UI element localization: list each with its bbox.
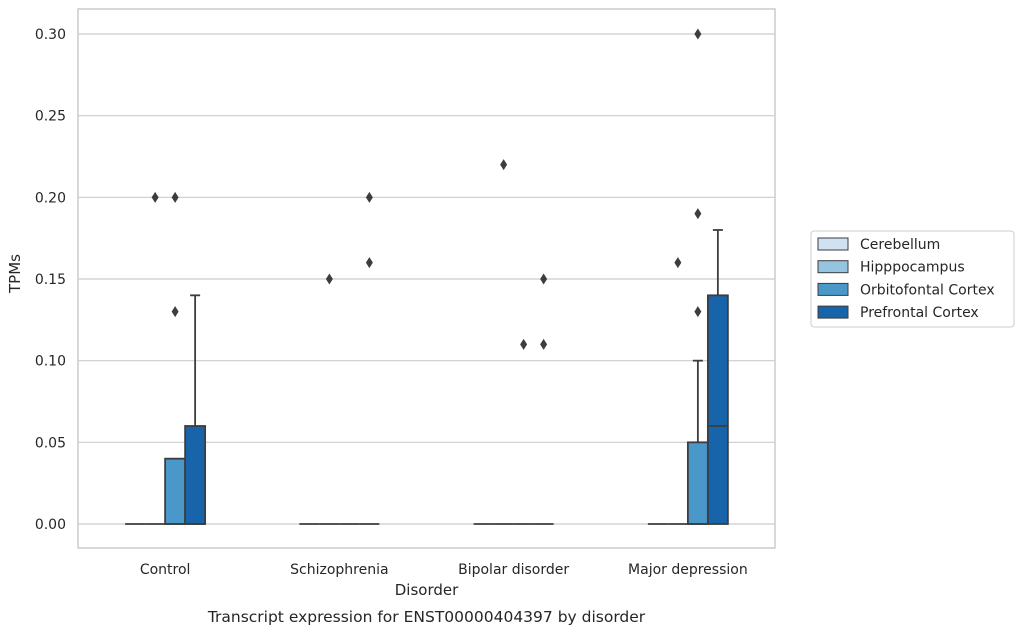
box-group (493, 159, 514, 525)
outlier-point (365, 191, 373, 203)
box-group (533, 273, 554, 525)
box (184, 425, 207, 525)
box (706, 294, 729, 525)
outlier-point (151, 191, 159, 203)
legend-swatch (817, 237, 849, 251)
box-group (184, 294, 207, 525)
x-axis-label: Disorder (395, 581, 459, 599)
legend-swatch (817, 260, 849, 274)
x-tick-labels: Control Schizophrenia Bipolar disorder Majo… (140, 562, 748, 578)
box-group (145, 191, 166, 525)
box-group (513, 338, 534, 525)
outlier-point (500, 159, 508, 171)
outlier-point (694, 208, 702, 220)
y-axis-label: TPMs (6, 254, 24, 294)
legend-label: Hipppocampus (860, 260, 965, 276)
y-tick-label: 0.25 (35, 109, 66, 125)
outlier-point (171, 191, 179, 203)
y-tick-labels: 0.00 0.05 0.10 0.15 0.20 0.25 0.30 (35, 27, 66, 533)
box-group (164, 191, 187, 525)
box-group (706, 229, 729, 525)
legend-swatch (817, 305, 849, 319)
x-tick-label: Major depression (628, 562, 748, 578)
y-tick-label: 0.10 (35, 354, 66, 370)
outlier-point (694, 28, 702, 40)
outlier-point (325, 273, 333, 285)
x-tick-label: Schizophrenia (290, 562, 388, 578)
outlier-point (520, 338, 528, 350)
y-tick-label: 0.05 (35, 435, 66, 451)
legend-label: Prefrontal Cortex (860, 305, 979, 321)
x-tick-label: Control (140, 562, 191, 578)
y-tick-label: 0.00 (35, 517, 66, 533)
y-tick-label: 0.30 (35, 27, 66, 43)
box-group (319, 273, 340, 525)
outlier-point (540, 338, 548, 350)
outlier-point (540, 273, 548, 285)
y-tick-label: 0.20 (35, 190, 66, 206)
x-tick-label: Bipolar disorder (458, 562, 569, 578)
box (686, 441, 709, 525)
outlier-point (171, 306, 179, 318)
legend-swatch (817, 282, 849, 296)
y-tick-label: 0.15 (35, 272, 66, 288)
legend-label: Orbitofontal Cortex (860, 282, 995, 298)
boxes (125, 28, 729, 525)
box-group (667, 257, 688, 525)
plot-frame (77, 8, 776, 549)
box-group (359, 191, 380, 525)
outlier-point (674, 257, 682, 269)
box (164, 457, 187, 525)
legend-label: Cerebellum (860, 237, 940, 253)
legend: Cerebellum Hipppocampus Orbitofontal Corte… (810, 230, 1015, 328)
outlier-point (694, 306, 702, 318)
legend-frame (810, 230, 1015, 328)
chart-title: Transcript expression for ENST0000040439… (207, 608, 646, 626)
outlier-point (365, 257, 373, 269)
